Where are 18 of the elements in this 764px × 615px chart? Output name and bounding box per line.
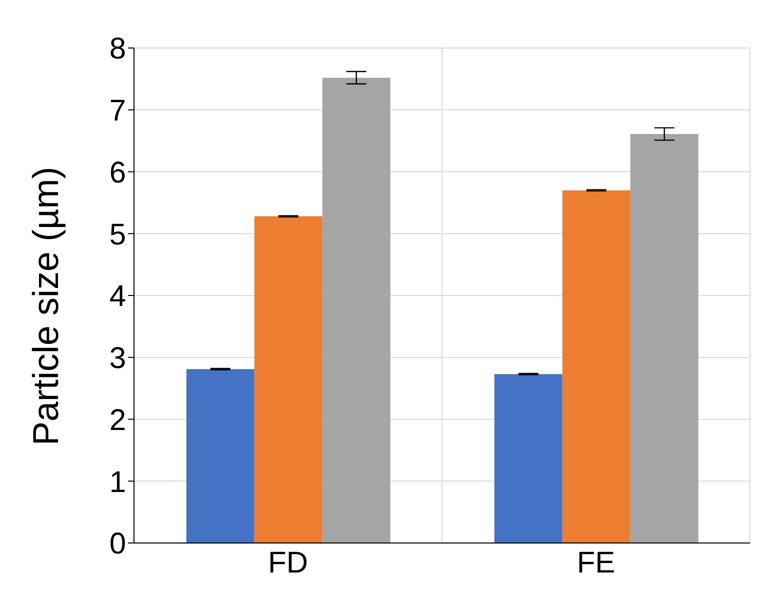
y-tick-label: 5 (109, 218, 126, 252)
x-tick-label: FD (268, 546, 308, 580)
bar (562, 190, 630, 543)
bar (186, 369, 254, 543)
y-tick-label: 8 (109, 32, 126, 66)
bar (494, 374, 562, 543)
y-tick-label: 4 (109, 280, 126, 314)
y-tick-label: 3 (109, 342, 126, 376)
y-tick-label: 0 (109, 528, 126, 561)
bar (254, 216, 322, 543)
y-axis-title: Particle size (µm) (24, 166, 66, 446)
y-tick-label: 2 (109, 404, 126, 437)
x-tick-label: FE (576, 546, 616, 580)
y-tick-label: 1 (109, 466, 126, 499)
y-tick-label: 7 (109, 94, 126, 128)
bar (630, 134, 698, 543)
bar (322, 78, 390, 543)
y-tick-label: 6 (109, 156, 126, 190)
